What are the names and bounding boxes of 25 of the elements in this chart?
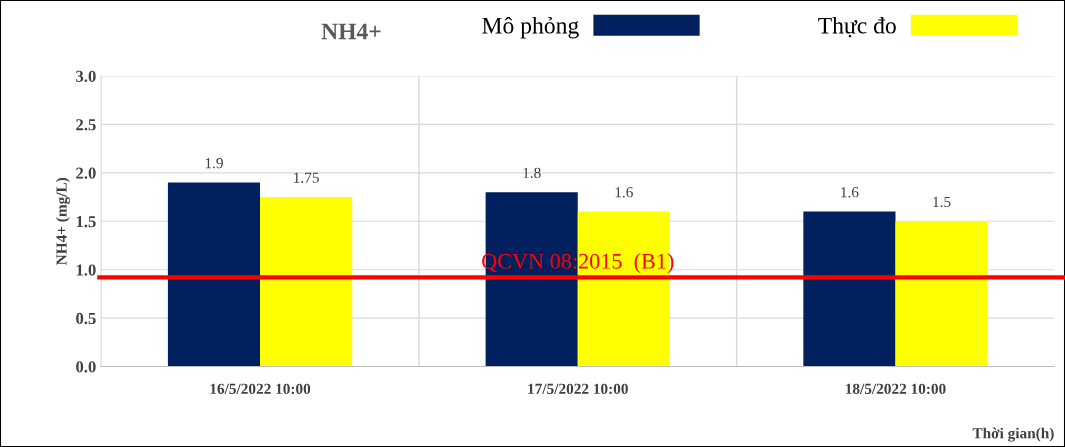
y-axis-title: NH4+ (mg/L)	[55, 177, 70, 265]
y-tick-label: 0.0	[76, 361, 96, 373]
x-tick-label: 16/5/2022 10:00	[210, 383, 311, 395]
x-tick-label: 18/5/2022 10:00	[846, 383, 946, 395]
data-label: 1.5	[933, 196, 951, 208]
legend-label: Mô phỏng	[482, 16, 579, 39]
legend-label: Thực đo	[818, 16, 896, 38]
data-label: 1.8	[523, 167, 541, 179]
data-label: 1.9	[205, 158, 223, 169]
y-tick-label: 2.5	[76, 119, 96, 131]
y-tick-label: 1.5	[76, 216, 96, 228]
data-label: 1.75	[294, 172, 319, 183]
y-tick-label: 2.0	[76, 167, 96, 179]
bar	[167, 182, 261, 367]
bar	[803, 211, 896, 367]
x-tick-label: 17/5/2022 10:00	[528, 383, 628, 395]
x-axis-title: Thời gian(h)	[972, 427, 1054, 442]
y-tick-label: 0.5	[76, 312, 96, 325]
y-tick-label: 1.0	[76, 264, 96, 276]
data-label: 1.6	[615, 187, 633, 198]
bar	[895, 221, 988, 367]
bar	[260, 197, 353, 367]
data-label: 1.6	[841, 187, 859, 198]
chart-title: NH4+	[321, 23, 381, 40]
y-tick-label: 3.0	[76, 70, 96, 83]
